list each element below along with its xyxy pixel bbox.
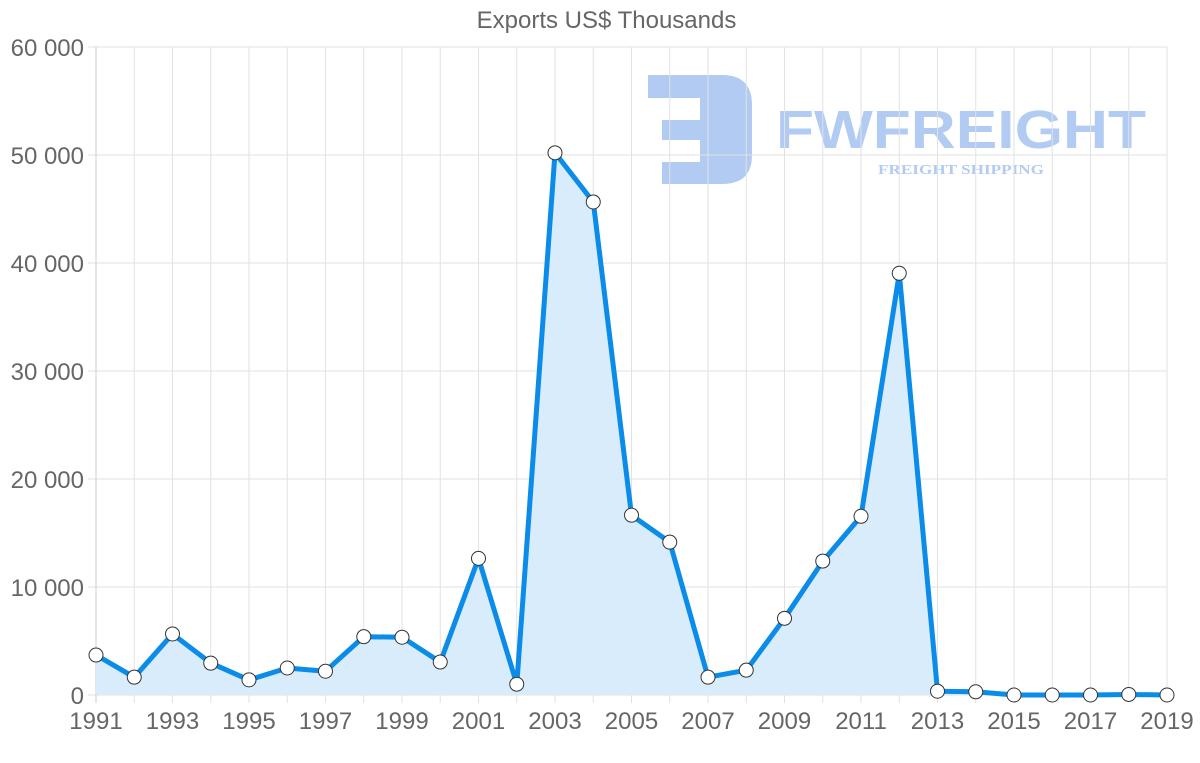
y-tick-label: 10 000	[11, 575, 84, 602]
fw-logo-icon	[648, 75, 752, 184]
y-tick-label: 40 000	[11, 251, 84, 278]
x-tick-label: 2015	[987, 708, 1040, 735]
watermark-brand: FWFREIGHT	[776, 100, 1146, 160]
data-point-2018[interactable]	[1121, 686, 1137, 702]
x-tick-label: 1991	[69, 708, 122, 735]
data-point-1995[interactable]	[241, 672, 257, 688]
y-axis: 0 10 000 20 000 30 000 40 000 50 000 60 000	[11, 35, 84, 710]
x-tick-label: 2005	[605, 708, 658, 735]
y-tick-label: 60 000	[11, 35, 84, 62]
data-point-2006[interactable]	[662, 534, 678, 550]
data-point-2017[interactable]	[1083, 687, 1098, 703]
x-axis: 1991 1993 1995 1997 1999 2001 2003 2005 2007 2009…	[69, 708, 1193, 735]
x-tick-label: 2003	[528, 708, 581, 735]
data-point-1996[interactable]	[279, 660, 295, 676]
data-point-2010[interactable]	[815, 553, 831, 569]
data-point-2001[interactable]	[471, 550, 486, 566]
data-point-1991[interactable]	[88, 647, 104, 663]
data-point-2002[interactable]	[509, 676, 525, 692]
data-point-2012[interactable]	[891, 265, 907, 281]
grid-lines	[88, 46, 1168, 703]
data-point-2019[interactable]	[1159, 687, 1175, 703]
y-tick-label: 50 000	[11, 143, 84, 170]
data-point-1992[interactable]	[126, 669, 142, 685]
data-point-2015[interactable]	[1006, 687, 1022, 703]
x-tick-label: 2017	[1064, 708, 1117, 735]
data-point-1993[interactable]	[165, 626, 180, 642]
watermark-logo: FWFREIGHT FREIGHT SHIPPING	[648, 75, 1146, 184]
data-point-1997[interactable]	[318, 663, 333, 679]
x-tick-label: 2011	[835, 708, 887, 735]
x-tick-label: 1999	[375, 708, 428, 735]
data-point-1999[interactable]	[394, 629, 410, 645]
x-tick-label: 1993	[146, 708, 199, 735]
data-point-2013[interactable]	[930, 683, 945, 699]
data-point-2000[interactable]	[432, 654, 448, 670]
data-point-1998[interactable]	[356, 629, 372, 645]
data-point-1994[interactable]	[203, 655, 219, 671]
x-tick-label: 2001	[452, 708, 505, 735]
data-point-2008[interactable]	[738, 662, 754, 678]
x-tick-label: 1995	[222, 708, 275, 735]
data-point-2016[interactable]	[1044, 687, 1060, 703]
x-tick-label: 2009	[758, 708, 811, 735]
data-point-2004[interactable]	[585, 194, 601, 210]
x-tick-label: 2019	[1140, 708, 1193, 735]
y-tick-label: 30 000	[11, 359, 84, 386]
data-points	[88, 145, 1175, 703]
data-point-2003[interactable]	[547, 145, 563, 161]
data-point-2007[interactable]	[700, 669, 716, 685]
data-point-2011[interactable]	[853, 508, 869, 524]
data-point-2014[interactable]	[968, 684, 984, 700]
watermark-tagline: FREIGHT SHIPPING	[878, 163, 1044, 178]
x-tick-label: 1997	[299, 708, 352, 735]
y-tick-label: 20 000	[11, 467, 84, 494]
data-point-2009[interactable]	[777, 610, 792, 626]
x-tick-label: 2013	[911, 708, 964, 735]
x-tick-label: 2007	[681, 708, 734, 735]
data-point-2005[interactable]	[624, 507, 639, 523]
chart-title: Exports US$ Thousands	[476, 7, 737, 34]
y-tick-label: 0	[71, 683, 84, 710]
